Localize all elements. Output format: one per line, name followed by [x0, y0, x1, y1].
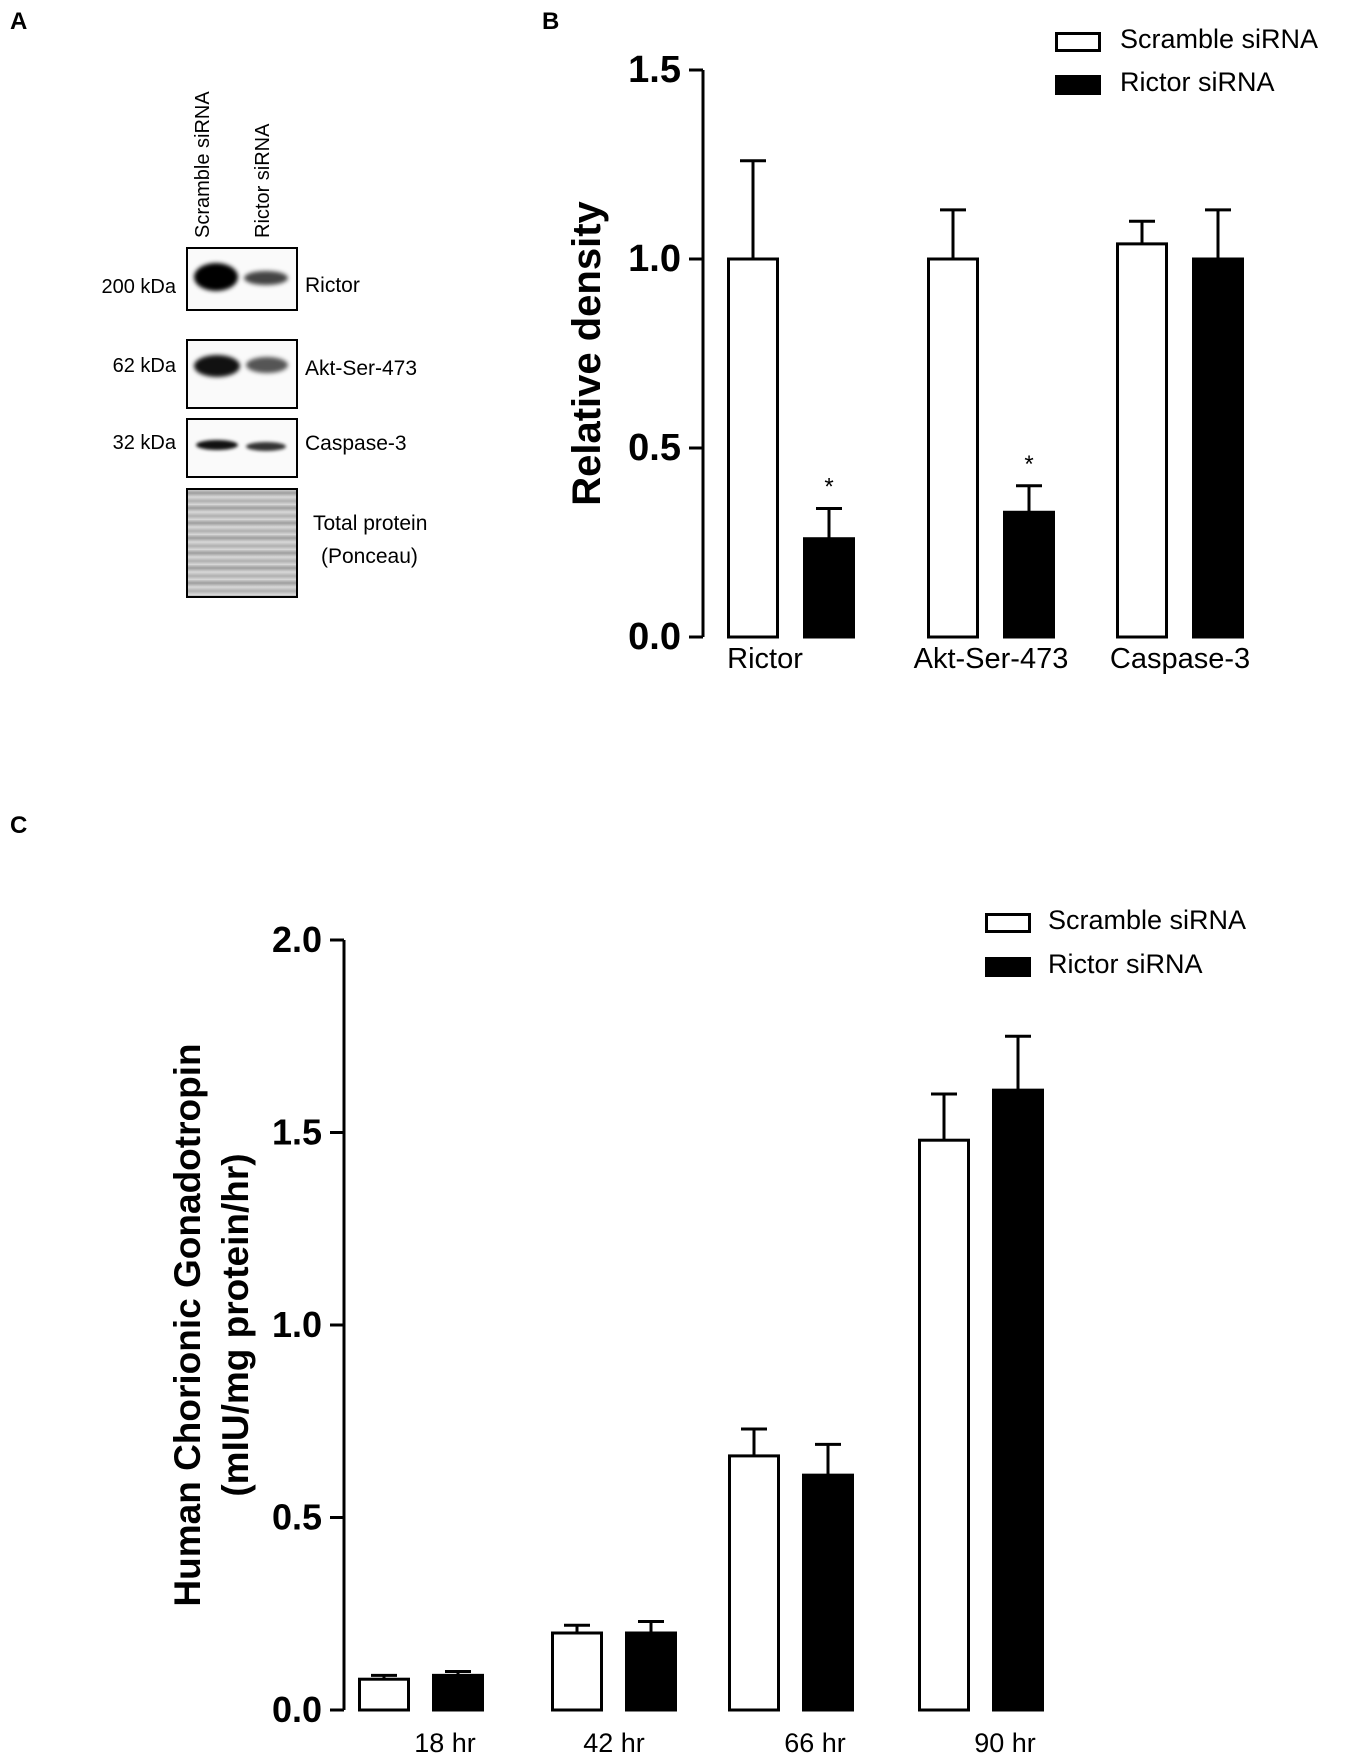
mw-label-caspase: 32 kDa	[112, 432, 176, 454]
band-akt-knockdown	[246, 357, 288, 373]
legend-c-swatch-rictor	[985, 957, 1031, 977]
blot-name-ponceau: (Ponceau)	[321, 545, 418, 568]
legend-b-label-scramble: Scramble siRNA	[1120, 24, 1319, 54]
chart-b-y-tick-label: 1.0	[628, 238, 681, 280]
chart-b-x-tick-label: Caspase-3	[1110, 643, 1250, 675]
chart-b-bar-rictor	[1192, 257, 1244, 639]
blot-name-total-protein: Total protein	[313, 512, 428, 535]
panel-a-letter: A	[10, 8, 28, 35]
chart-c-y-axis-label-units: (mIU/mg protein/hr)	[215, 1153, 256, 1496]
chart-c-bar-rictor	[432, 1673, 484, 1712]
legend-c-label-rictor: Rictor siRNA	[1048, 949, 1203, 979]
chart-b-bar-rictor	[803, 537, 855, 639]
blot-name-caspase: Caspase-3	[305, 432, 407, 455]
chart-b-y-tick-label: 1.5	[628, 49, 681, 91]
ponceau-lanes	[188, 490, 296, 596]
blot-name-rictor: Rictor	[305, 274, 360, 297]
chart-c-bar-scramble	[551, 1631, 603, 1712]
legend-b-swatch-rictor	[1055, 75, 1101, 95]
band-rictor-scramble	[194, 263, 238, 291]
chart-c-bar-scramble	[358, 1677, 410, 1712]
chart-c-x-tick-label: 90 hr	[974, 1728, 1036, 1758]
chart-c-bar-rictor	[992, 1088, 1044, 1712]
band-akt-scramble	[194, 355, 240, 377]
chart-b-y-tick-label: 0.0	[628, 616, 681, 658]
blot-name-akt: Akt-Ser-473	[305, 357, 418, 380]
chart-c-bar-rictor	[802, 1473, 854, 1712]
chart-b-bar-scramble	[1116, 242, 1168, 639]
chart-b-x-tick-label: Rictor	[727, 643, 803, 675]
band-caspase-scramble	[196, 440, 238, 450]
legend-b-swatch-scramble	[1055, 32, 1101, 52]
band-caspase-knockdown	[246, 442, 286, 451]
chart-c-x-tick-label: 42 hr	[583, 1728, 645, 1758]
chart-c-y-tick-label: 0.5	[272, 1497, 322, 1538]
chart-c-x-tick-label: 18 hr	[414, 1728, 476, 1758]
chart-b-bar-scramble	[927, 257, 979, 639]
chart-c-y-axis-label: Human Chorionic Gonadotropin	[167, 1043, 208, 1606]
chart-b: 0.0 0.5 1.0 1.5 Relative density Rictor Akt-Se…	[565, 49, 1250, 675]
band-rictor-knockdown	[244, 271, 288, 285]
blot-akt	[186, 339, 298, 409]
legend-c-label-scramble: Scramble siRNA	[1048, 905, 1247, 935]
legend-c-swatch-scramble	[985, 913, 1031, 933]
chart-b-significance-mark: *	[824, 473, 833, 500]
blot-caspase	[186, 418, 298, 478]
chart-c-y-tick-label: 1.0	[272, 1304, 322, 1345]
chart-c-bar-scramble	[918, 1138, 970, 1712]
legend-b-label-rictor: Rictor siRNA	[1120, 67, 1275, 97]
chart-b-x-tick-label: Akt-Ser-473	[914, 643, 1069, 675]
panel-c-letter: C	[10, 812, 28, 839]
blot-rictor	[186, 247, 298, 311]
panel-b-letter: B	[542, 8, 560, 35]
chart-b-y-axis-label: Relative density	[565, 200, 609, 505]
blot-total-protein	[186, 488, 298, 598]
chart-c-bar-rictor	[625, 1631, 677, 1712]
mw-label-akt: 62 kDa	[112, 355, 176, 377]
chart-c-y-tick-label: 0.0	[272, 1689, 322, 1730]
mw-label-rictor: 200 kDa	[101, 276, 177, 298]
chart-b-bar-scramble	[727, 257, 779, 639]
chart-c-y-tick-label: 2.0	[272, 919, 322, 960]
chart-c-y-tick-label: 1.5	[272, 1112, 322, 1153]
chart-b-bar-rictor	[1003, 510, 1055, 639]
chart-c-bar-scramble	[728, 1454, 780, 1712]
chart-b-significance-mark: *	[1024, 451, 1033, 478]
chart-c-x-tick-label: 66 hr	[784, 1728, 846, 1758]
chart-b-y-tick-label: 0.5	[628, 427, 681, 469]
